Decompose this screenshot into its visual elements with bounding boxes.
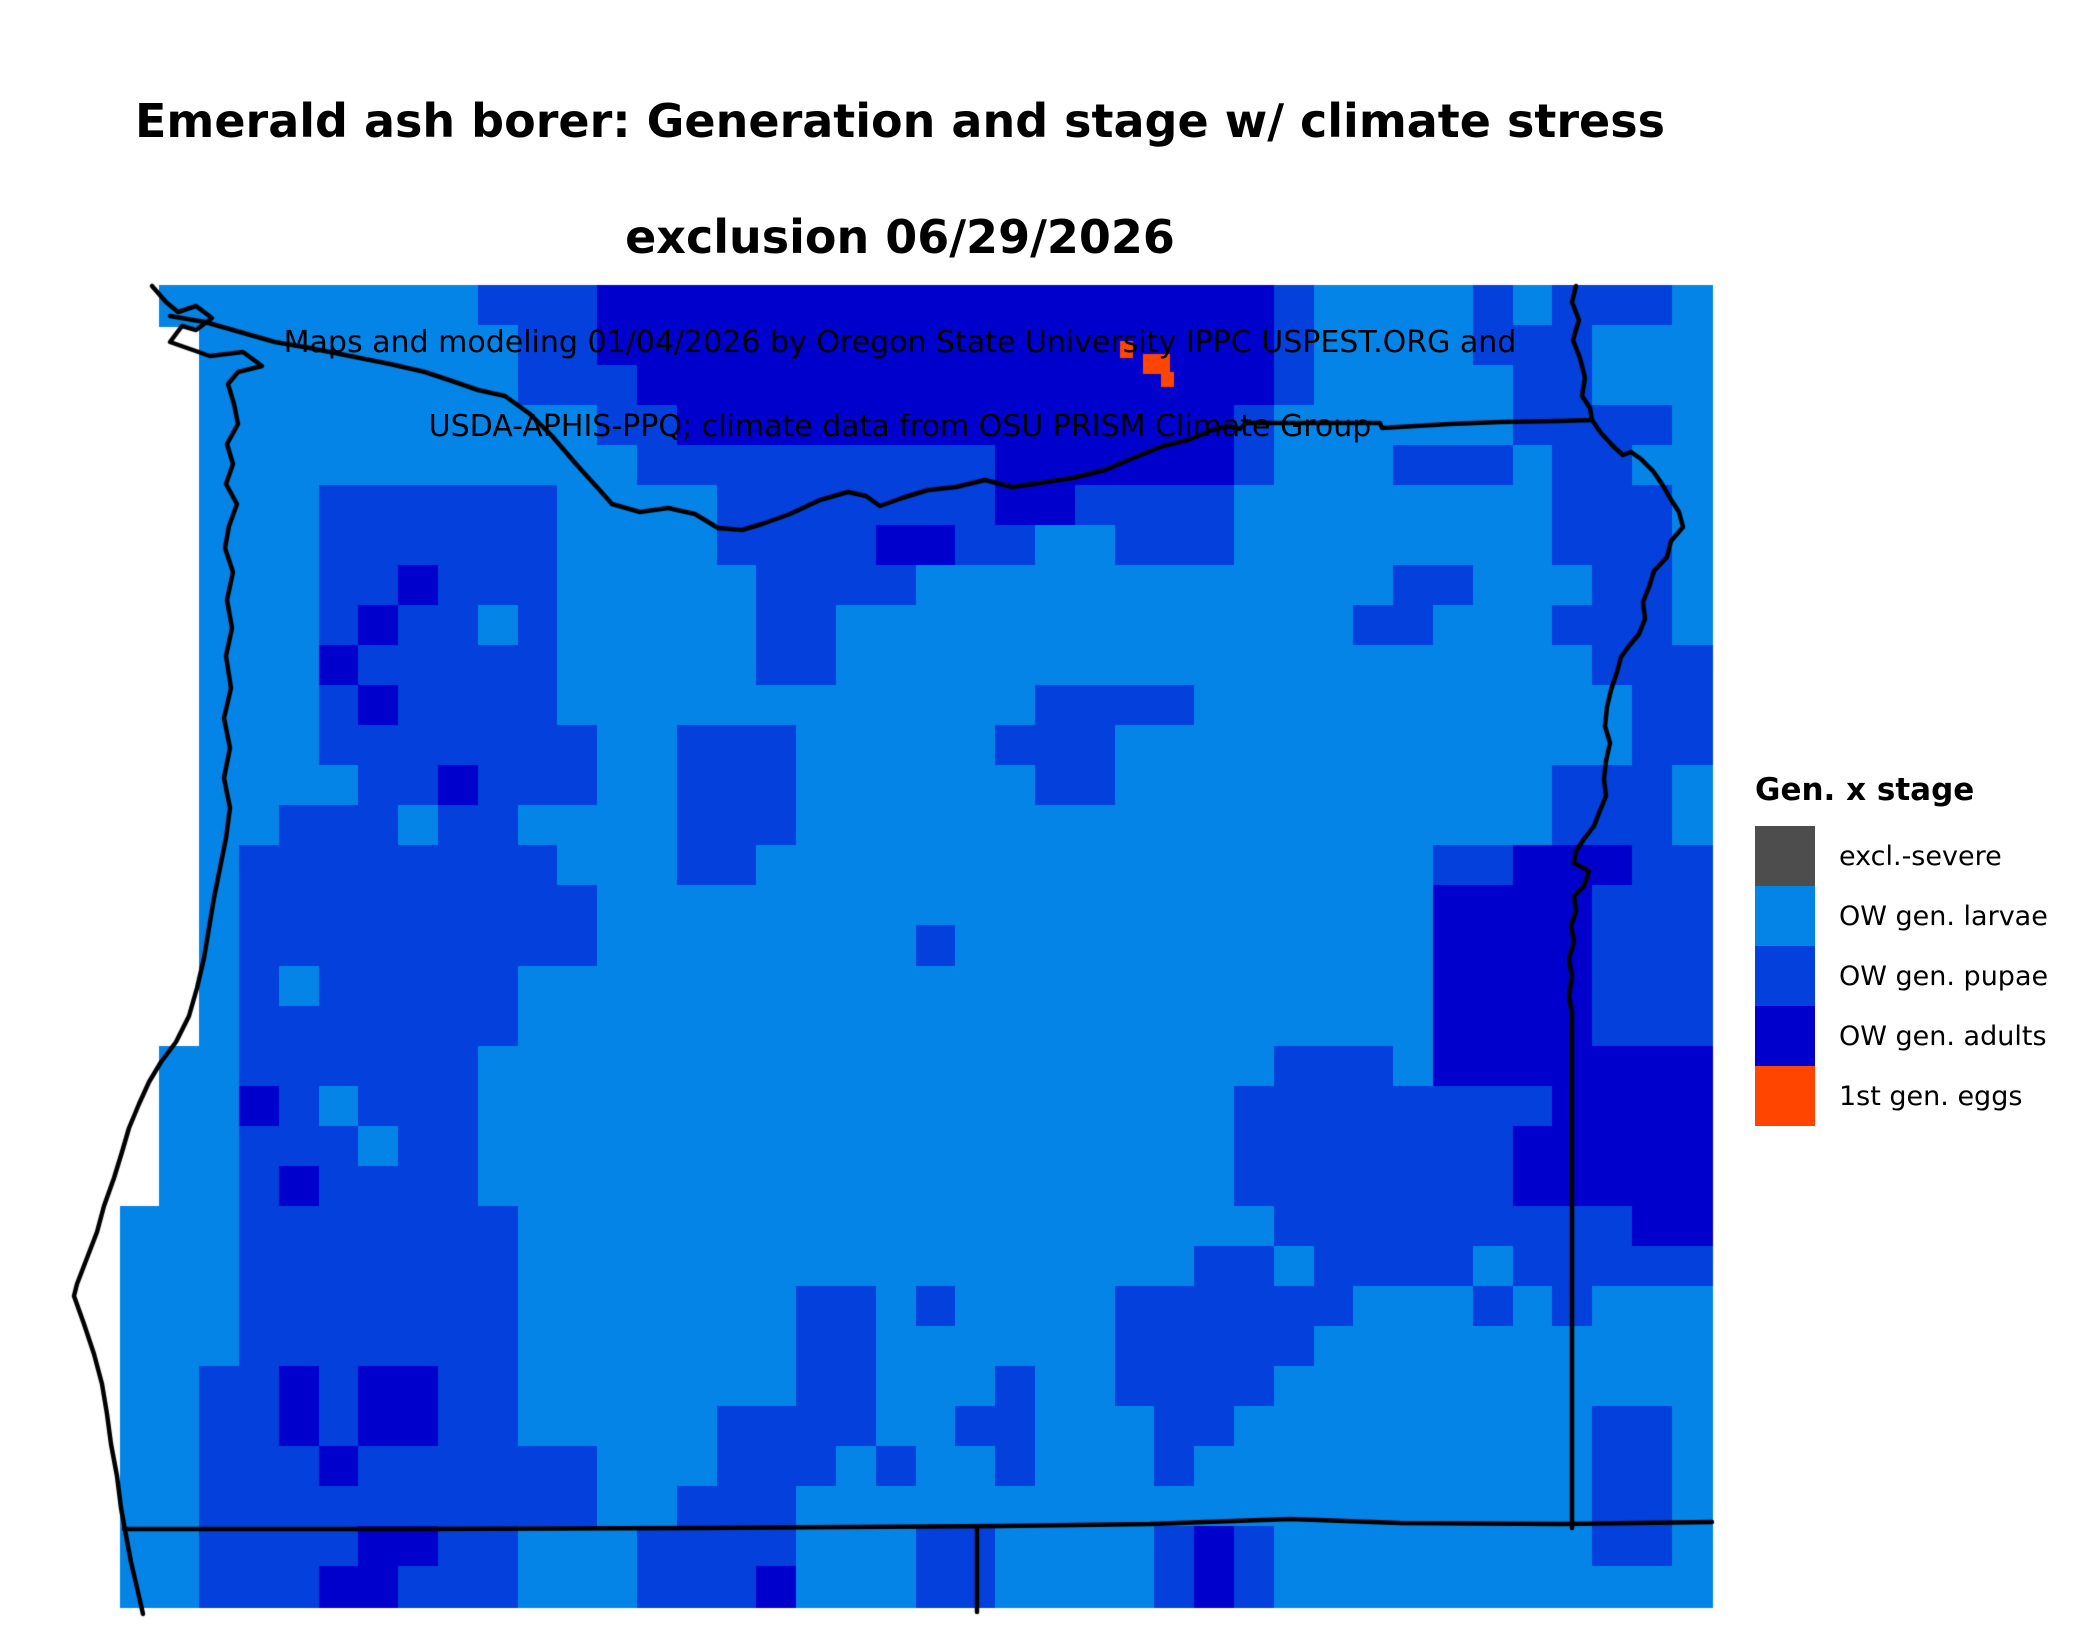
legend-title: Gen. x stage: [1755, 772, 1975, 808]
map-title-line2: exclusion 06/29/2026: [625, 210, 1175, 264]
map-subtitle-line2: USDA-APHIS-PPQ; climate data from OSU PR…: [428, 409, 1372, 444]
legend-item-label: excl.-severe: [1839, 840, 2002, 872]
header: Emerald ash borer: Generation and stage …: [0, 34, 1800, 448]
legend-item: OW gen. larvae: [1755, 886, 2095, 946]
legend-item-label: OW gen. adults: [1839, 1020, 2047, 1052]
legend-item: OW gen. adults: [1755, 1006, 2095, 1066]
map-subtitle-line1: Maps and modeling 01/04/2026 by Oregon S…: [283, 325, 1517, 360]
legend-item: 1st gen. eggs: [1755, 1066, 2095, 1126]
legend: Gen. x stage excl.-severe OW gen. larvae O…: [1755, 772, 2095, 1126]
legend-items: excl.-severe OW gen. larvae OW gen. pupae O…: [1755, 826, 2095, 1126]
map-title-line1: Emerald ash borer: Generation and stage …: [134, 94, 1666, 148]
legend-swatch: [1755, 886, 1815, 946]
legend-swatch: [1755, 946, 1815, 1006]
legend-item-label: OW gen. pupae: [1839, 960, 2049, 992]
legend-item-label: 1st gen. eggs: [1839, 1080, 2023, 1112]
legend-swatch: [1755, 1006, 1815, 1066]
legend-item-label: OW gen. larvae: [1839, 900, 2048, 932]
legend-item: OW gen. pupae: [1755, 946, 2095, 1006]
legend-item: excl.-severe: [1755, 826, 2095, 886]
map-subtitle: Maps and modeling 01/04/2026 by Oregon S…: [0, 280, 1800, 448]
map-title: Emerald ash borer: Generation and stage …: [0, 34, 1800, 266]
legend-swatch: [1755, 826, 1815, 886]
legend-swatch: [1755, 1066, 1815, 1126]
